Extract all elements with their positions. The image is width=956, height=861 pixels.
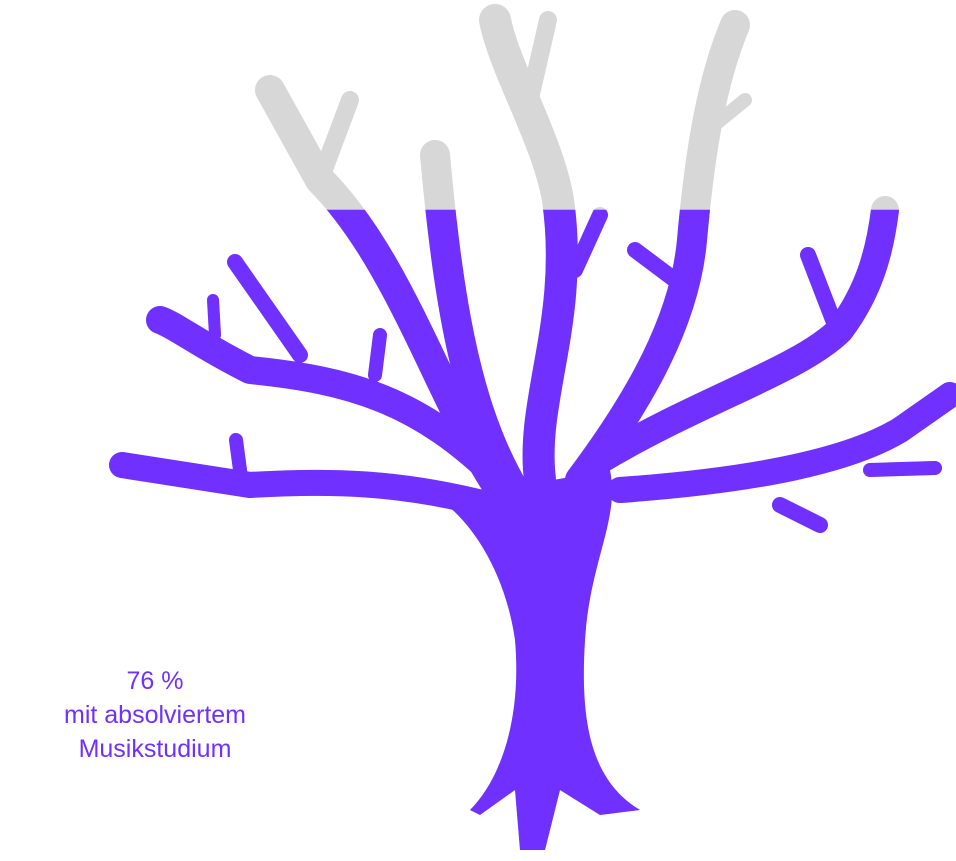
tree-fill [0, 209, 956, 861]
value-label: 76 % [126, 667, 184, 695]
caption-text: mit absolviertem Musikstudium [64, 701, 246, 763]
caption: 76 % mit absolviertem Musikstudium [40, 664, 270, 766]
